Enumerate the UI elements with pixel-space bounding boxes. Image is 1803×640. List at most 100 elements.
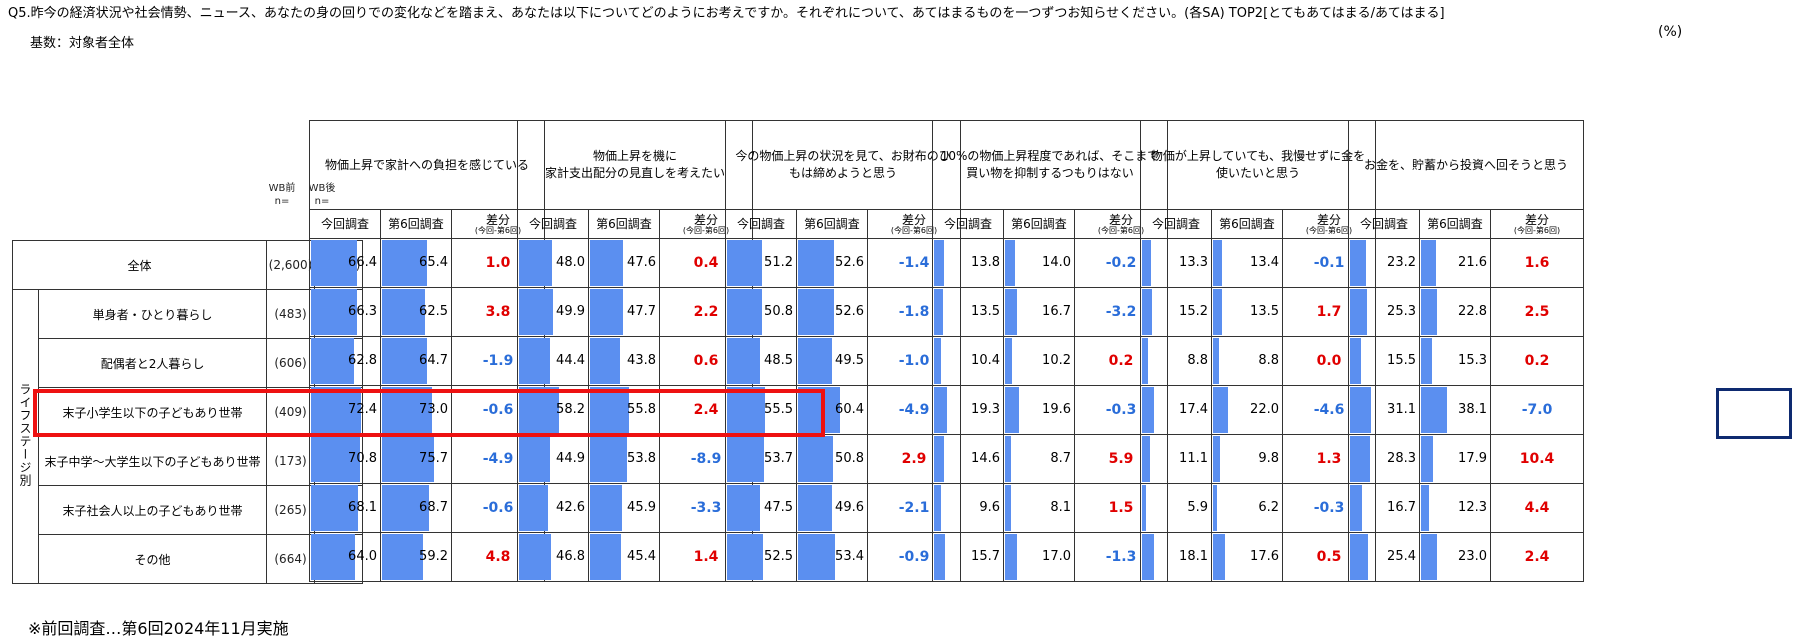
value-bar xyxy=(519,240,553,286)
segment-label: 末子社会人以上の子どもあり世帯 xyxy=(37,485,268,535)
current-value-cell: 51.2 xyxy=(725,238,797,288)
value-label: 50.8 xyxy=(835,451,864,466)
value-bar xyxy=(1350,436,1370,482)
metric-group-body: 物価が上昇していても、我慢せずに金を使いたいと思う 今回調査 第6回調査 差分 (今回-… xyxy=(1139,120,1377,582)
value-bar xyxy=(1421,338,1432,384)
data-row: 68.1 68.7 -0.6 xyxy=(309,483,546,533)
current-value-cell: 52.5 xyxy=(725,532,797,582)
value-bar xyxy=(1350,387,1372,433)
subcolumn-label: 今回調査 xyxy=(528,217,577,231)
previous-value-cell: 22.0 xyxy=(1211,385,1283,435)
value-bar xyxy=(590,485,622,531)
unit-label: (%) xyxy=(1658,24,1683,40)
segment-label: 単身者・ひとり暮らし xyxy=(37,289,268,339)
value-bar xyxy=(1421,534,1437,580)
value-bar xyxy=(1142,289,1153,335)
data-row: 25.3 22.8 2.5 xyxy=(1348,287,1585,337)
current-value-cell: 70.8 xyxy=(309,434,381,484)
previous-value-cell: 45.9 xyxy=(588,483,660,533)
value-bar xyxy=(1142,485,1147,531)
value-bar xyxy=(519,338,550,384)
current-value-cell: 15.5 xyxy=(1348,336,1420,386)
previous-value-cell: 75.7 xyxy=(380,434,452,484)
data-row: 52.5 53.4 -0.9 xyxy=(725,532,962,582)
value-label: 64.7 xyxy=(419,353,448,368)
subcolumn-header: 今回調査 xyxy=(725,209,797,239)
value-label: 9.8 xyxy=(1258,451,1279,466)
value-bar xyxy=(1142,338,1149,384)
value-bar xyxy=(1213,240,1223,286)
previous-value-cell: 6.2 xyxy=(1211,483,1283,533)
data-row: 16.7 12.3 4.4 xyxy=(1348,483,1585,533)
subcolumn-header-row: 今回調査 第6回調査 差分 (今回-第6回) xyxy=(1348,209,1585,239)
segment-label: 全体 xyxy=(11,240,268,290)
data-row: 14.6 8.7 5.9 xyxy=(932,434,1169,484)
value-bar xyxy=(311,485,358,531)
subcolumn-header: 今回調査 xyxy=(309,209,381,239)
previous-value-cell: 19.6 xyxy=(1003,385,1075,435)
subcolumn-label: 差分 xyxy=(1525,212,1550,227)
current-value-cell: 68.1 xyxy=(309,483,381,533)
current-value-cell: 16.7 xyxy=(1348,483,1420,533)
value-label: 49.9 xyxy=(556,304,585,319)
subcolumn-label: 第6回調査 xyxy=(1427,217,1483,231)
current-value-cell: 48.5 xyxy=(725,336,797,386)
previous-value-cell: 52.6 xyxy=(796,287,868,337)
value-bar xyxy=(798,289,835,335)
value-label: 23.0 xyxy=(1458,549,1487,564)
value-bar xyxy=(1005,534,1017,580)
current-value-cell: 72.4 xyxy=(309,385,381,435)
value-bar xyxy=(1350,289,1368,335)
current-value-cell: 18.1 xyxy=(1140,532,1212,582)
value-bar xyxy=(1005,240,1015,286)
current-value-cell: 13.3 xyxy=(1140,238,1212,288)
value-bar xyxy=(1421,289,1437,335)
value-bar xyxy=(1213,387,1229,433)
subcolumn-label: 差分 xyxy=(694,212,719,227)
value-bar xyxy=(727,240,763,286)
value-label: 12.3 xyxy=(1458,500,1487,515)
data-row: 10.4 10.2 0.2 xyxy=(932,336,1169,386)
value-label: 70.8 xyxy=(348,451,377,466)
value-bar xyxy=(311,240,357,286)
value-label: 52.6 xyxy=(835,304,864,319)
current-value-cell: 46.8 xyxy=(517,532,589,582)
value-label: 8.8 xyxy=(1258,353,1279,368)
data-row: 48.0 47.6 0.4 xyxy=(517,238,754,288)
value-bar xyxy=(1213,289,1223,335)
data-row: 47.5 49.6 -2.1 xyxy=(725,483,962,533)
value-bar xyxy=(382,338,427,384)
metric-group-0: 物価上昇で家計への負担を感じている 今回調査 第6回調査 差分 (今回-第6回) 66.4… xyxy=(308,120,546,582)
metric-title-row: お金を、貯蓄から投資へ回そうと思う xyxy=(1347,120,1585,210)
value-label: 73.0 xyxy=(419,402,448,417)
data-row: 48.5 49.5 -1.0 xyxy=(725,336,962,386)
value-bar xyxy=(311,289,357,335)
value-label: 42.6 xyxy=(556,500,585,515)
value-bar xyxy=(798,387,840,433)
current-value-cell: 8.8 xyxy=(1140,336,1212,386)
subcolumn-header: 第6回調査 xyxy=(1419,209,1491,239)
metric-group-body: 今の物価上昇の状況を見て、お財布のひもは締めようと思う 今回調査 第6回調査 差分 (今… xyxy=(724,120,962,582)
value-bar xyxy=(382,436,435,482)
value-bar xyxy=(519,485,549,531)
value-bar xyxy=(798,240,835,286)
diff-value: -7.0 xyxy=(1489,385,1585,435)
previous-value-cell: 49.6 xyxy=(796,483,868,533)
value-bar xyxy=(727,289,763,335)
metric-title-row: 物価が上昇していても、我慢せずに金を使いたいと思う xyxy=(1139,120,1377,210)
value-label: 13.5 xyxy=(1250,304,1279,319)
value-bar xyxy=(382,387,433,433)
value-label: 48.0 xyxy=(556,255,585,270)
value-label: 17.9 xyxy=(1458,451,1487,466)
value-label: 17.0 xyxy=(1042,549,1071,564)
current-value-cell: 25.4 xyxy=(1348,532,1420,582)
value-label: 68.1 xyxy=(348,500,377,515)
value-bar xyxy=(1005,387,1019,433)
segment-label: 末子小学生以下の子どもあり世帯 xyxy=(37,387,268,437)
metric-group-2: 今の物価上昇の状況を見て、お財布のひもは締めようと思う 今回調査 第6回調査 差分 (今… xyxy=(724,120,962,582)
subcolumn-header: 今回調査 xyxy=(932,209,1004,239)
current-value-cell: 49.9 xyxy=(517,287,589,337)
subcolumn-label: 差分 xyxy=(486,212,511,227)
previous-value-cell: 50.8 xyxy=(796,434,868,484)
current-value-cell: 13.8 xyxy=(932,238,1004,288)
